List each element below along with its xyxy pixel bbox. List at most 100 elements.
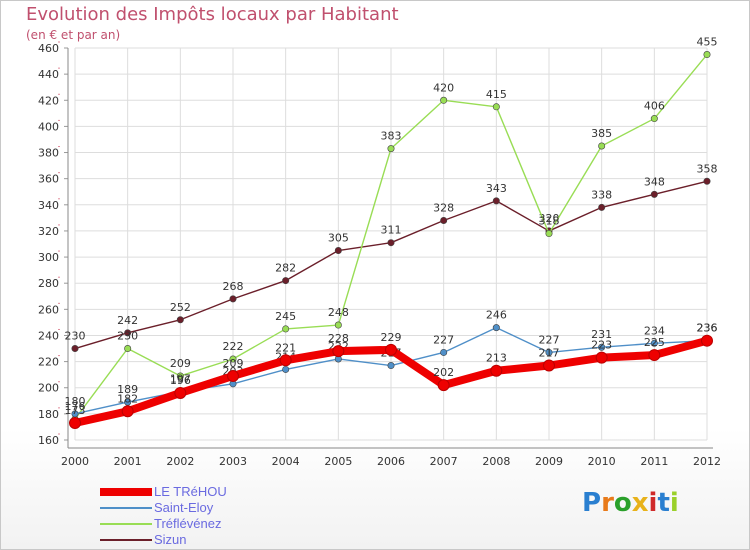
- data-point-saint-eloy: [387, 362, 395, 370]
- data-point-le-trehou: [227, 369, 239, 382]
- data-label-sizun: 348: [644, 175, 665, 188]
- y-tick-label: 160: [38, 434, 59, 447]
- data-point-le-trehou: [69, 417, 81, 430]
- x-tick-label: 2003: [219, 455, 247, 468]
- x-tick-label: 2005: [324, 455, 352, 468]
- y-tick-label: 300: [38, 251, 59, 264]
- data-label-le-trehou: 228: [328, 332, 349, 345]
- data-label-le-trehou: 225: [644, 336, 665, 349]
- x-tick-label: 2006: [377, 455, 405, 468]
- y-tick-label: 460: [38, 42, 59, 55]
- data-point-treflevenez: [650, 115, 658, 123]
- y-tick-label: 320: [38, 225, 59, 238]
- data-label-sizun: 268: [223, 280, 244, 293]
- data-point-sizun: [229, 295, 237, 303]
- data-label-saint-eloy: 246: [486, 309, 507, 322]
- data-label-le-trehou: 173: [65, 404, 86, 417]
- data-point-sizun: [598, 203, 606, 211]
- data-label-le-trehou: 182: [117, 392, 138, 405]
- x-tick-label: 2008: [482, 455, 510, 468]
- x-tick-label: 2010: [588, 455, 616, 468]
- x-tick-label: 2001: [114, 455, 142, 468]
- logo-letter: r: [601, 488, 614, 518]
- y-tick-label: 240: [38, 329, 59, 342]
- data-label-sizun: 230: [65, 330, 86, 343]
- data-label-saint-eloy: 180: [65, 395, 86, 408]
- data-point-saint-eloy: [545, 348, 553, 356]
- data-point-treflevenez: [176, 372, 184, 380]
- data-label-sizun: 282: [275, 262, 296, 275]
- data-label-treflevenez: 385: [591, 127, 612, 140]
- y-tick-label: 440: [38, 68, 59, 81]
- data-point-sizun: [650, 190, 658, 198]
- data-label-treflevenez: 383: [381, 130, 402, 143]
- legend-label-treflevenez: Tréflévénez: [154, 516, 222, 531]
- data-point-le-trehou: [332, 345, 345, 358]
- data-label-treflevenez: 245: [275, 310, 296, 323]
- data-point-le-trehou: [490, 364, 503, 377]
- data-label-sizun: 242: [117, 314, 138, 327]
- y-tick-label: 280: [38, 277, 59, 290]
- data-label-treflevenez: 230: [117, 330, 138, 343]
- data-label-saint-eloy: 231: [591, 328, 612, 341]
- data-point-le-trehou: [437, 379, 450, 392]
- data-label-le-trehou: 236: [697, 322, 718, 335]
- data-point-saint-eloy: [598, 343, 606, 351]
- data-point-le-trehou: [543, 359, 555, 372]
- x-tick-label: 2009: [535, 455, 563, 468]
- x-tick-label: 2000: [61, 455, 89, 468]
- legend-label-le-trehou: LE TRéHOU: [154, 484, 227, 499]
- x-tick-label: 2011: [640, 455, 668, 468]
- data-label-le-trehou: 213: [486, 352, 507, 365]
- data-label-saint-eloy: 227: [539, 333, 560, 346]
- data-point-sizun: [440, 216, 448, 224]
- y-tick-label: 360: [38, 173, 59, 186]
- data-point-sizun: [334, 247, 342, 255]
- data-point-sizun: [703, 177, 711, 185]
- data-label-treflevenez: 415: [486, 88, 507, 101]
- legend-label-saint-eloy: Saint-Eloy: [154, 500, 214, 515]
- data-label-treflevenez: 420: [433, 81, 454, 94]
- data-point-treflevenez: [124, 345, 132, 353]
- data-label-treflevenez: 455: [697, 36, 718, 49]
- y-tick-label: 400: [38, 120, 59, 133]
- logo-letter: i: [669, 488, 679, 518]
- y-tick-label: 420: [38, 94, 59, 107]
- data-point-treflevenez: [598, 142, 606, 150]
- data-point-saint-eloy: [492, 324, 500, 332]
- data-label-le-trehou: 217: [539, 347, 560, 360]
- data-point-le-trehou: [595, 351, 608, 364]
- data-label-sizun: 328: [433, 201, 454, 214]
- logo-letter: o: [613, 488, 632, 518]
- logo-letter: t: [657, 488, 670, 518]
- data-label-sizun: 338: [591, 188, 612, 201]
- data-point-sizun: [124, 329, 132, 337]
- data-label-saint-eloy: 227: [433, 333, 454, 346]
- data-point-le-trehou: [701, 334, 713, 347]
- data-label-saint-eloy: 189: [117, 383, 138, 396]
- x-tick-label: 2012: [693, 455, 721, 468]
- data-point-treflevenez: [545, 230, 553, 238]
- data-label-le-trehou: 202: [433, 366, 454, 379]
- data-label-treflevenez: 176: [65, 400, 86, 413]
- data-label-saint-eloy: 234: [644, 324, 665, 337]
- data-point-saint-eloy: [282, 365, 290, 373]
- data-point-le-trehou: [279, 354, 292, 367]
- logo-letter: P: [582, 488, 602, 518]
- data-label-sizun: 358: [697, 162, 718, 175]
- data-label-le-trehou: 196: [170, 374, 191, 387]
- data-point-le-trehou: [121, 405, 134, 418]
- data-label-sizun: 305: [328, 232, 349, 245]
- data-label-sizun: 311: [381, 224, 402, 237]
- data-point-saint-eloy: [650, 339, 658, 347]
- data-label-treflevenez: 248: [328, 306, 349, 319]
- data-point-treflevenez: [387, 145, 395, 153]
- proxiti-logo: Proxiti: [582, 488, 679, 518]
- legend-swatch-sizun: [100, 539, 152, 541]
- data-point-saint-eloy: [440, 348, 448, 356]
- logo-letter: x: [631, 488, 649, 518]
- data-label-treflevenez: 318: [539, 215, 560, 228]
- x-tick-label: 2002: [166, 455, 194, 468]
